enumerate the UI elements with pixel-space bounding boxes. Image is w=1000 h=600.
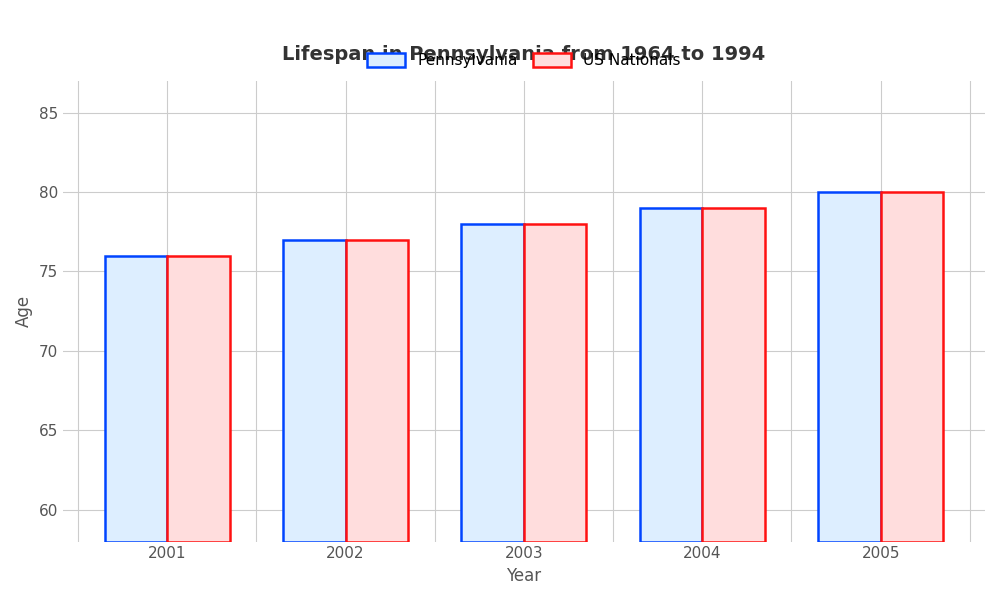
Bar: [283, 240, 346, 542]
Title: Lifespan in Pennsylvania from 1964 to 1994: Lifespan in Pennsylvania from 1964 to 19…: [282, 45, 766, 64]
Bar: [461, 224, 524, 542]
Y-axis label: Age: Age: [15, 295, 33, 327]
Bar: [105, 256, 167, 542]
Bar: [702, 208, 765, 542]
Legend: Pennsylvania, US Nationals: Pennsylvania, US Nationals: [361, 47, 687, 74]
Bar: [346, 240, 408, 542]
X-axis label: Year: Year: [506, 567, 541, 585]
Bar: [881, 192, 943, 542]
Bar: [167, 256, 230, 542]
Bar: [818, 192, 881, 542]
Bar: [524, 224, 586, 542]
Bar: [640, 208, 702, 542]
